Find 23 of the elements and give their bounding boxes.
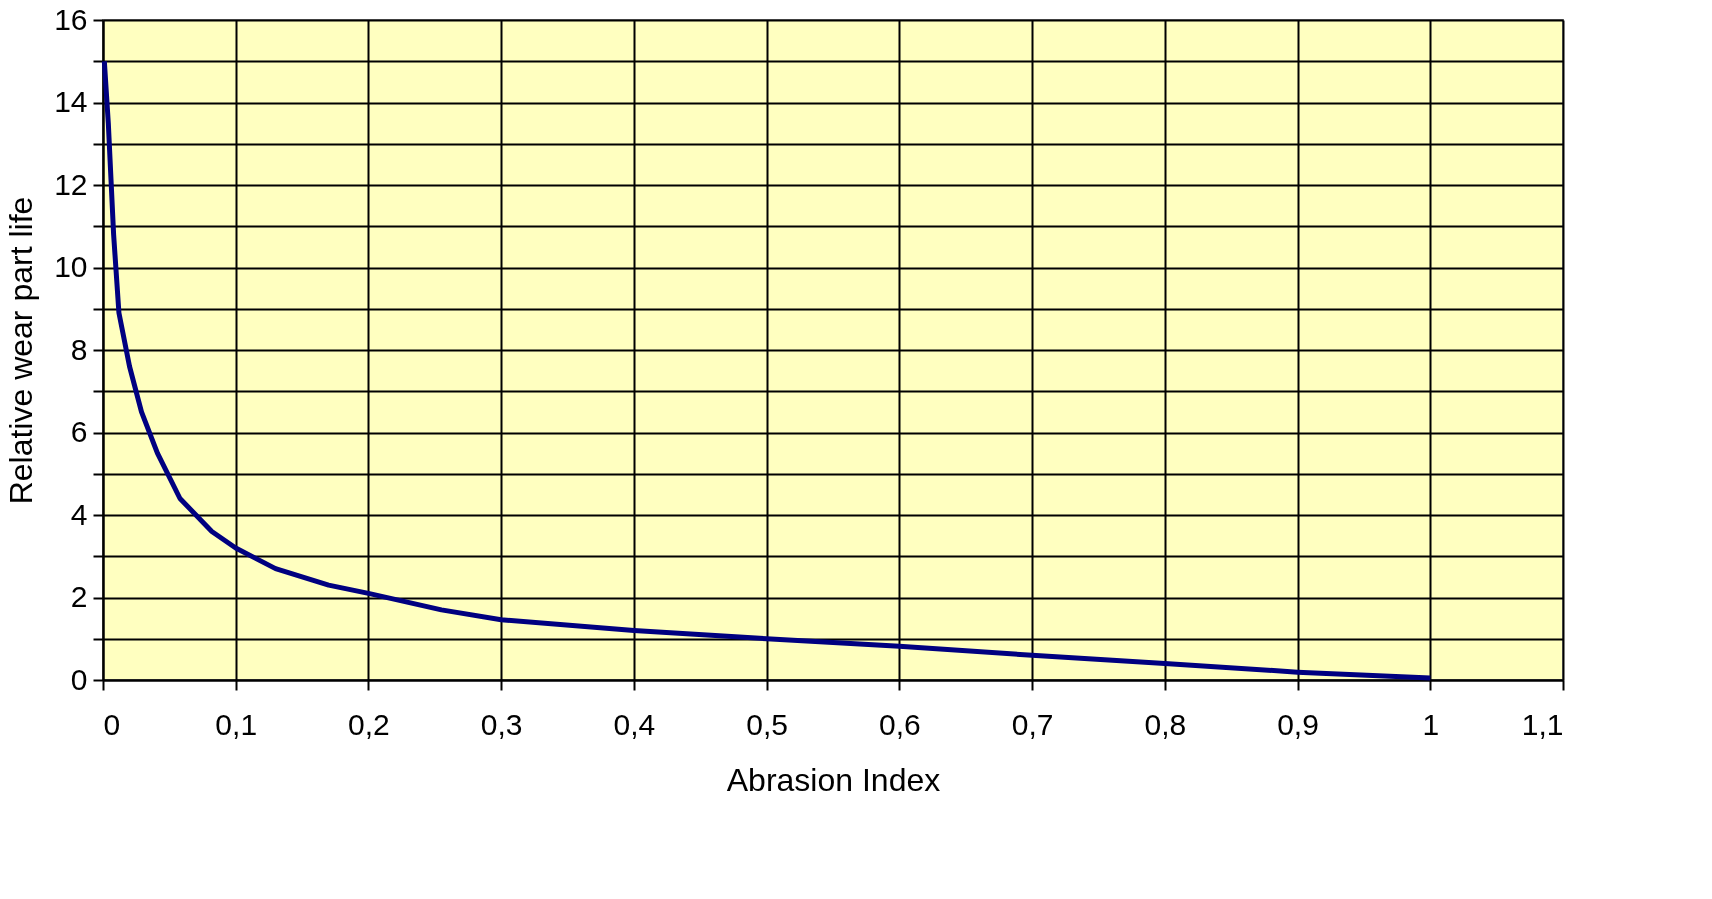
x-tick-label: 1: [1422, 707, 1440, 741]
x-tick-label: 0,3: [480, 707, 523, 741]
y-tick-label: 14: [54, 85, 88, 118]
x-tick-label: 0,6: [879, 707, 921, 741]
x-tick-label: 0,2: [348, 707, 390, 741]
x-tick-label: 0: [103, 707, 121, 741]
x-tick-label: 0,5: [746, 707, 788, 741]
x-tick-label: 1,1: [1521, 707, 1564, 741]
y-tick-label: 10: [54, 250, 88, 283]
y-axis-title: Relative wear part life: [3, 196, 40, 505]
x-axis-title: Abrasion Index: [726, 761, 941, 798]
x-tick-label: 0,8: [1144, 707, 1187, 741]
y-tick-label: 16: [54, 2, 88, 36]
x-tick-label: 0,7: [1011, 707, 1054, 741]
y-tick-label: 12: [54, 167, 88, 201]
y-tick-label: 0: [70, 662, 88, 696]
x-tick-label: 0,1: [215, 707, 258, 741]
y-tick-label: 4: [70, 497, 88, 531]
x-tick-label: 0,4: [613, 707, 656, 741]
y-tick-label: 8: [70, 332, 88, 366]
y-tick-label: 2: [70, 580, 88, 613]
y-tick-label: 6: [70, 415, 88, 448]
x-tick-label: 0,9: [1277, 707, 1319, 741]
